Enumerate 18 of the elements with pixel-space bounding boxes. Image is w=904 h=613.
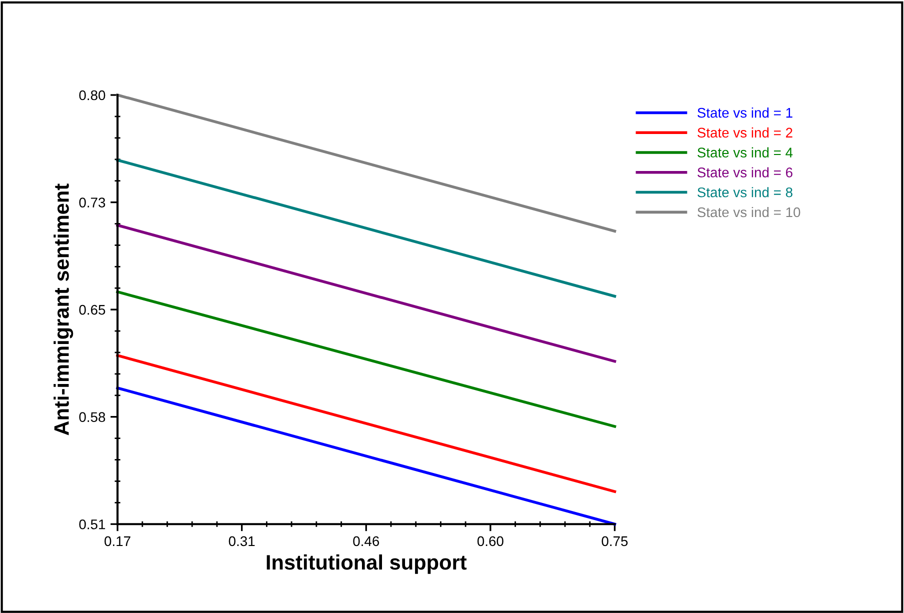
x-tick-label: 0.46 [353,536,380,546]
x-axis-title: Institutional support [266,554,467,574]
legend-label: State vs ind = 6 [698,167,792,178]
x-tick-label: 0.17 [104,536,130,546]
y-tick-label: 0.58 [79,412,106,422]
legend-label: State vs ind = 8 [698,187,792,198]
legend-label: State vs ind = 4 [698,147,793,158]
x-tick-label: 0.31 [228,536,255,546]
x-tick-label: 0.60 [477,536,504,546]
legend-label: State vs ind = 10 [698,206,800,218]
y-tick-label: 0.51 [79,519,106,530]
y-axis-title: Anti-immigrant sentiment [54,184,74,436]
x-tick-label: 0.75 [602,536,628,546]
y-tick-label: 0.80 [79,90,106,100]
y-tick-label: 0.65 [79,304,106,315]
legend-label: State vs ind = 2 [698,127,792,138]
legend-label: State vs ind = 1 [698,108,792,118]
y-tick-label: 0.73 [79,198,106,208]
